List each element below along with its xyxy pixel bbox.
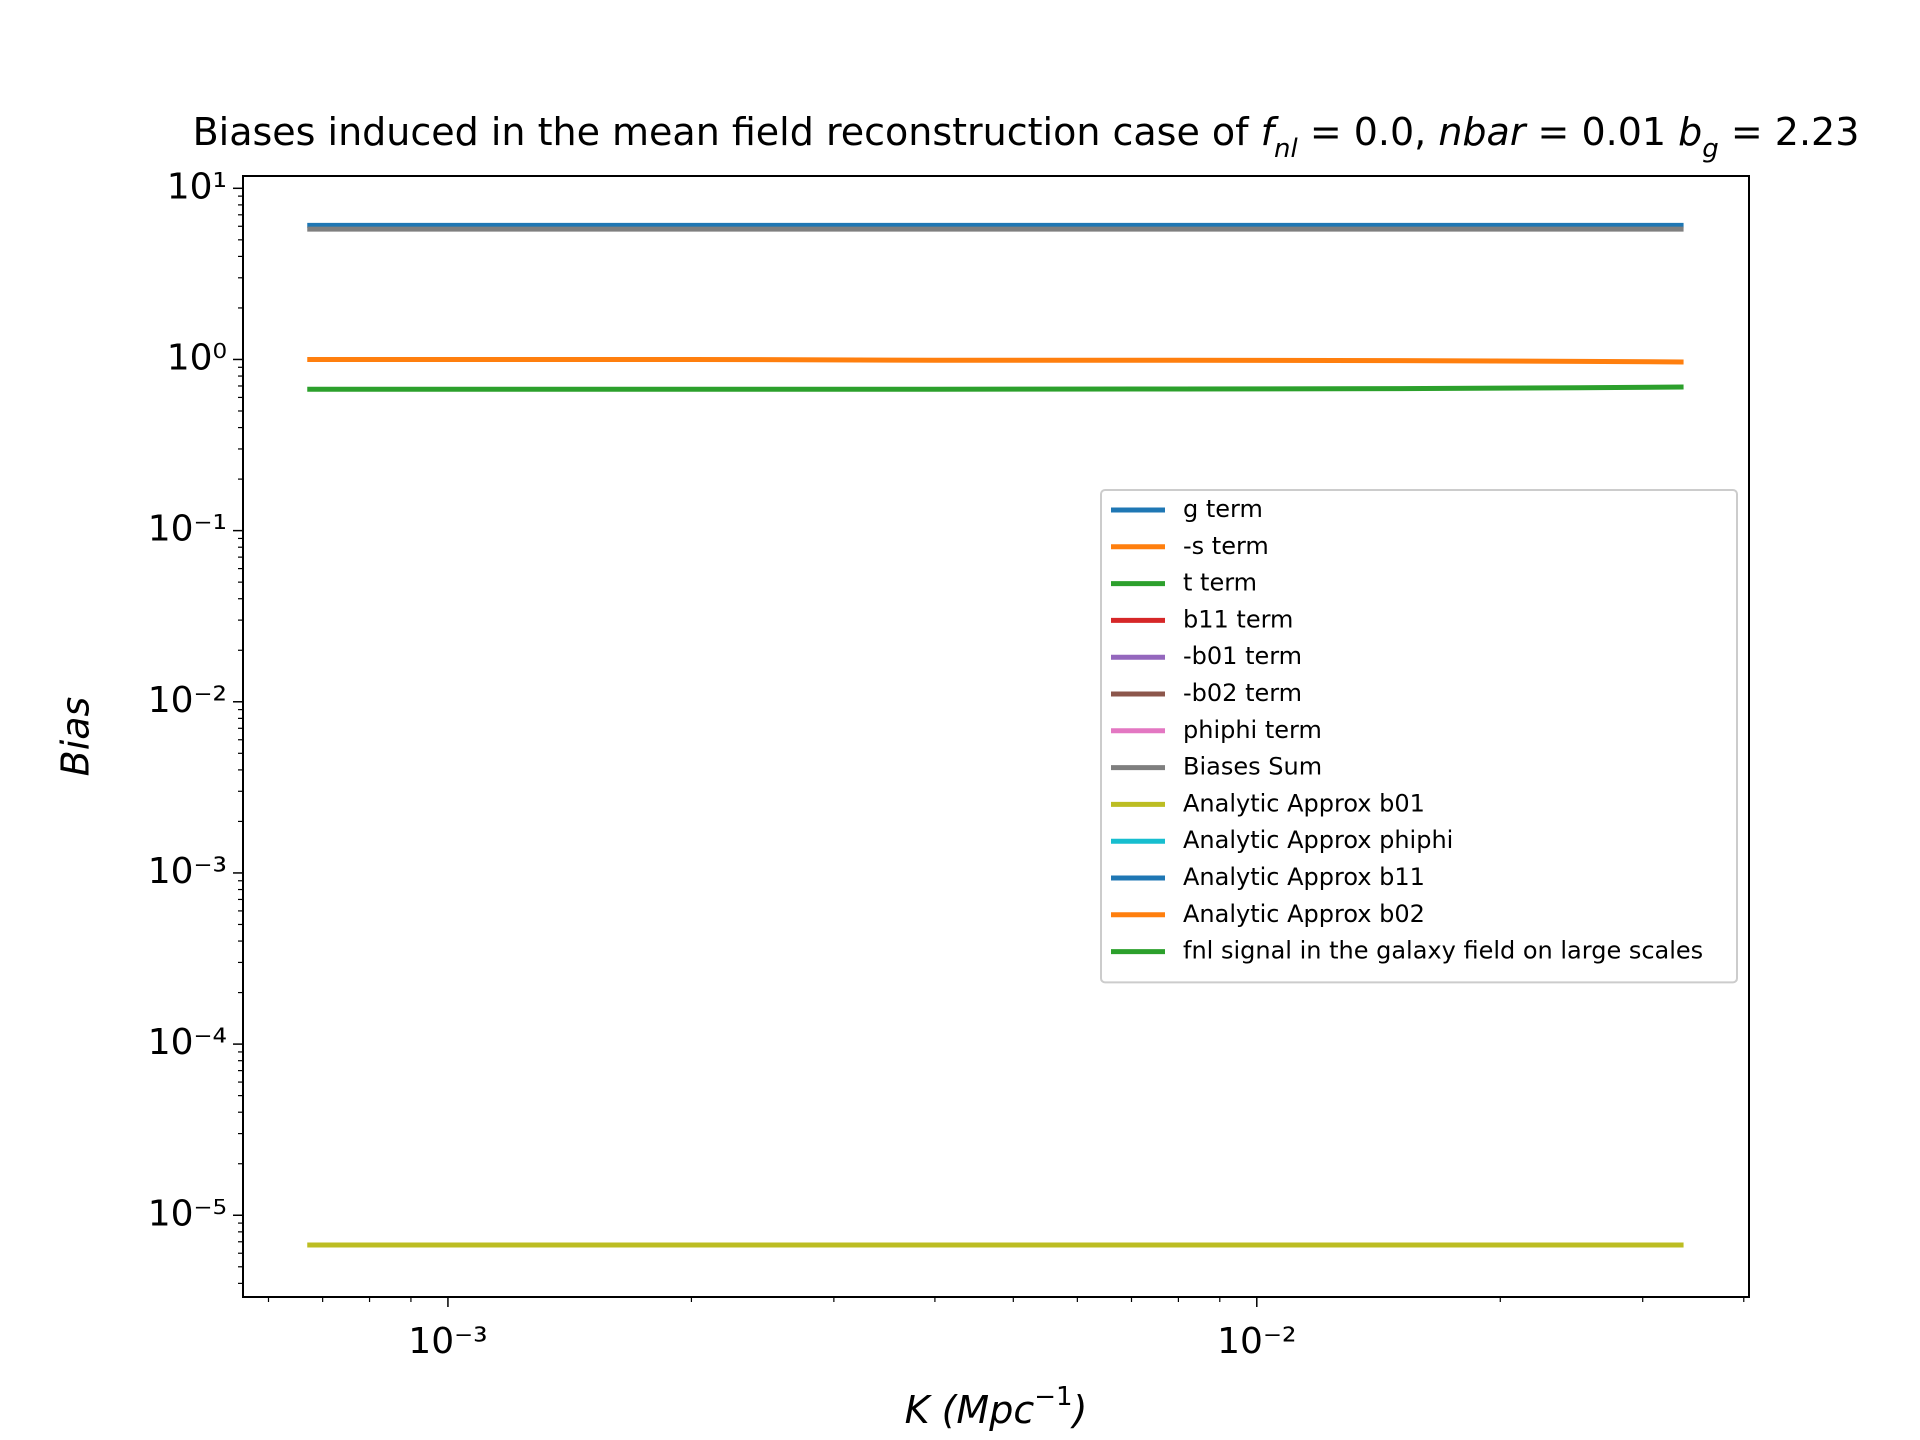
y-axis-label: Bias [54, 697, 98, 777]
legend-label: g term [1183, 495, 1263, 523]
y-tick-label: 10¹ [167, 166, 227, 207]
x-label-part: −1 [1034, 1382, 1072, 1412]
series-line [307, 356, 1684, 365]
title-part: = 0.01 [1525, 110, 1678, 154]
y-tick-label: 10⁻¹ [148, 509, 227, 550]
x-tick-label: 10⁻³ [408, 1321, 487, 1362]
legend-label: -b01 term [1183, 642, 1302, 670]
x-label-part: K (Mpc [905, 1388, 1035, 1432]
y-tick-label: 10⁻² [148, 680, 227, 721]
y-tick-label: 10⁻⁵ [148, 1193, 227, 1234]
x-label-part: ) [1070, 1388, 1088, 1432]
legend-label: Analytic Approx b11 [1183, 863, 1425, 891]
legend-label: Biases Sum [1183, 753, 1322, 781]
title-part: nbar [1438, 110, 1527, 154]
legend-label: -b02 term [1183, 679, 1302, 707]
legend-label: b11 term [1183, 605, 1293, 633]
x-tick-label: 10⁻² [1217, 1321, 1296, 1362]
legend-box [1100, 489, 1738, 984]
chart-title: Biases induced in the mean field reconst… [193, 110, 1860, 164]
series-line [307, 384, 1684, 392]
title-part: g [1702, 134, 1719, 164]
y-tick-label: 10⁻⁴ [148, 1022, 227, 1063]
legend-label: t term [1183, 569, 1257, 597]
x-axis-label: K (Mpc−1) [905, 1382, 1088, 1432]
title-part: Biases induced in the mean field reconst… [193, 110, 1261, 154]
y-tick-label: 10⁰ [167, 337, 227, 378]
legend-label: phiphi term [1183, 716, 1322, 744]
title-part: b [1678, 110, 1702, 154]
legend-label: Analytic Approx b01 [1183, 789, 1425, 817]
title-part: nl [1274, 134, 1298, 164]
title-part: = 2.23 [1719, 110, 1860, 154]
title-part: = 0.0, [1298, 110, 1439, 154]
legend-label: Analytic Approx b02 [1183, 900, 1425, 928]
legend-label: Analytic Approx phiphi [1183, 826, 1453, 854]
plot-frame [242, 175, 1750, 1298]
legend-label: -s term [1183, 532, 1269, 560]
y-tick-label: 10⁻³ [148, 851, 227, 892]
legend-label: fnl signal in the galaxy field on large … [1183, 937, 1703, 965]
